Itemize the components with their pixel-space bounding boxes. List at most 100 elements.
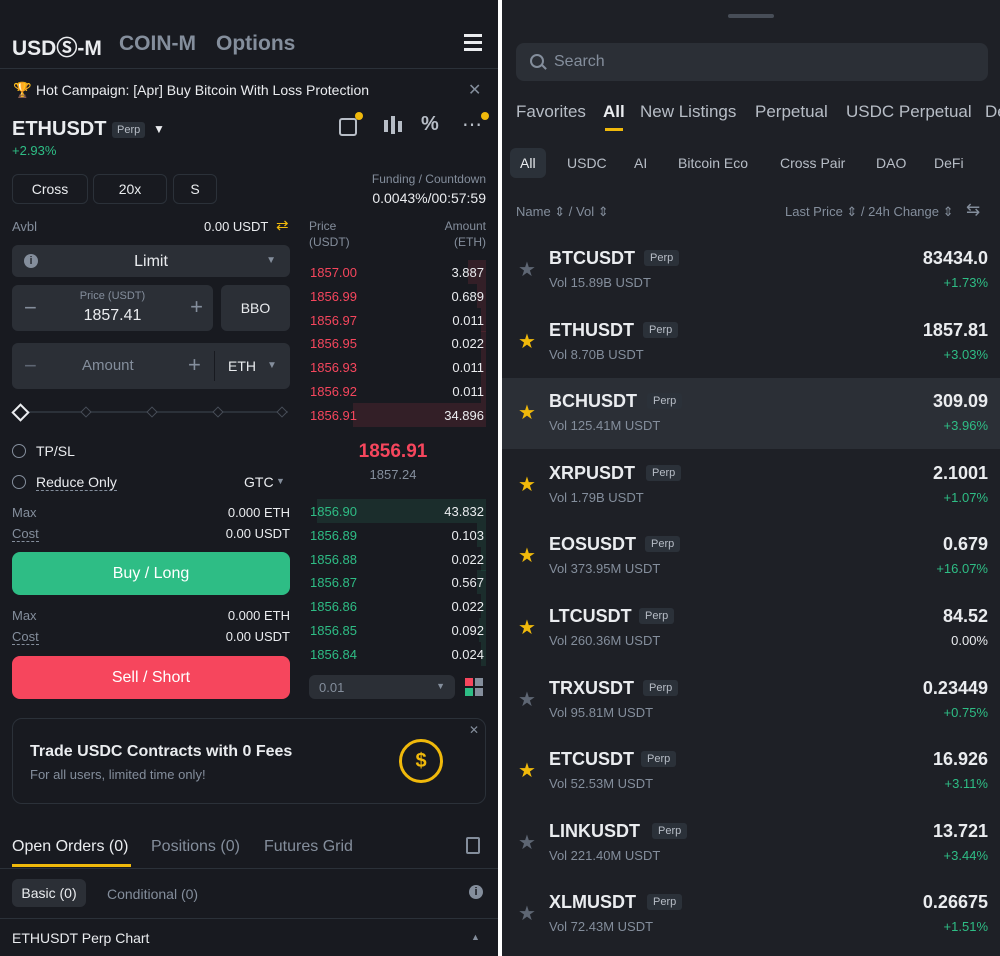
tab-perpetual[interactable]: Perpetual [755, 102, 828, 121]
close-icon[interactable]: ✕ [468, 82, 482, 99]
chip-cross-pair[interactable]: Cross Pair [780, 155, 846, 171]
favorite-star-icon[interactable]: ★ [518, 617, 536, 639]
swap-icon[interactable]: ⇆ [966, 200, 981, 219]
amount-slider[interactable] [11, 403, 290, 422]
chip-dao[interactable]: DAO [876, 155, 907, 171]
position-mode-button[interactable]: S [173, 174, 217, 204]
chevron-up-icon[interactable]: ▲ [471, 932, 480, 942]
tab-all[interactable]: All [603, 102, 625, 121]
bid-row[interactable]: 1856.85 0.092 [308, 618, 486, 642]
favorite-star-icon[interactable]: ★ [518, 760, 536, 783]
info-icon[interactable]: i [469, 885, 483, 899]
candlestick-icon[interactable] [381, 116, 403, 136]
tab-more[interactable]: De [985, 102, 1000, 121]
promo-banner[interactable]: Trade USDC Contracts with 0 Fees For all… [12, 718, 486, 804]
tab-positions[interactable]: Positions (0) [151, 838, 240, 855]
drag-handle[interactable] [728, 14, 774, 18]
favorite-star-icon[interactable]: ★ [518, 330, 536, 353]
sell-short-button[interactable]: Sell / Short [12, 656, 290, 699]
ask-row[interactable]: 1856.99 0.689 [308, 283, 486, 308]
precision-select[interactable]: 0.01 ▼ [309, 675, 455, 699]
ask-row[interactable]: 1856.92 0.011 [308, 379, 486, 403]
chip-bitcoin-eco[interactable]: Bitcoin Eco [678, 155, 749, 171]
bid-row[interactable]: 1856.90 43.832 [308, 499, 486, 523]
market-row[interactable]: ★ XRPUSDT Perp Vol 1.79B USDT 2.1001 +1.07% [502, 450, 1000, 521]
tab-usdc-perpetual[interactable]: USDC Perpetual [846, 102, 972, 121]
subtab-conditional[interactable]: Conditional (0) [107, 886, 199, 902]
market-row[interactable]: ★ BCHUSDT Perp Vol 125.41M USDT 309.09 +3.96% [502, 378, 1000, 450]
favorite-star-icon[interactable]: ★ [518, 259, 536, 281]
margin-mode-button[interactable]: Cross [12, 174, 88, 204]
bbo-button[interactable]: BBO [221, 285, 290, 331]
bid-row[interactable]: 1856.87 0.567 [308, 570, 486, 595]
tab-open-orders[interactable]: Open Orders (0) [12, 838, 129, 855]
search-input[interactable]: Search [516, 43, 988, 81]
sort-last-price[interactable]: Last Price ⇕ / 24h Change ⇕ [785, 204, 954, 219]
favorite-star-icon[interactable]: ★ [518, 688, 536, 711]
menu-icon[interactable] [464, 34, 482, 52]
chip-ai[interactable]: AI [634, 155, 648, 171]
order-history-icon[interactable] [466, 837, 480, 854]
percent-icon[interactable]: % [421, 113, 439, 135]
chip-usdc[interactable]: USDC [567, 155, 607, 171]
reduce-only-checkbox[interactable] [12, 475, 26, 489]
subtab-basic[interactable]: Basic (0) [12, 879, 86, 907]
market-row[interactable]: ★ TRXUSDT Perp Vol 95.81M USDT 0.23449 +0.75% [502, 665, 1000, 736]
order-type-select[interactable]: i Limit ▼ [12, 245, 290, 277]
ask-row[interactable]: 1857.00 3.887 [308, 260, 486, 284]
tpsl-checkbox[interactable] [12, 444, 26, 458]
tab-favorites[interactable]: Favorites [516, 102, 586, 121]
chart-toggle-label[interactable]: ETHUSDT Perp Chart [12, 930, 150, 946]
favorite-star-icon[interactable]: ★ [518, 831, 536, 854]
tab-coin-m[interactable]: COIN-M [119, 32, 196, 55]
market-row[interactable]: ★ EOSUSDT Perp Vol 373.95M USDT 0.679 +16.07% [502, 521, 1000, 592]
transfer-icon[interactable]: ⇄ [276, 217, 289, 234]
favorite-star-icon[interactable]: ★ [518, 402, 536, 425]
price-input[interactable]: − Price (USDT) 1857.41 + [12, 285, 213, 331]
market-row[interactable]: ★ LINKUSDT Perp Vol 221.40M USDT 13.721 +3.44… [502, 808, 1000, 879]
tab-futures-grid[interactable]: Futures Grid [264, 838, 353, 855]
minus-icon[interactable]: − [24, 295, 37, 320]
plus-icon[interactable]: + [190, 294, 203, 319]
favorite-star-icon[interactable]: ★ [518, 545, 536, 568]
sort-name[interactable]: Name ⇕ / Vol ⇕ [516, 204, 609, 219]
ask-row[interactable]: 1856.91 34.896 [308, 402, 486, 427]
time-in-force-select[interactable]: GTC [244, 474, 274, 490]
bid-row[interactable]: 1856.86 0.022 [308, 594, 486, 619]
tab-usds-m[interactable]: USDⓈ-M [12, 37, 102, 60]
calculator-icon[interactable] [339, 118, 357, 136]
ask-row[interactable]: 1856.97 0.011 [308, 307, 486, 332]
reduce-only-label[interactable]: Reduce Only [36, 474, 117, 491]
market-row[interactable]: ★ ETCUSDT Perp Vol 52.53M USDT 16.926 +3.11% [502, 736, 1000, 807]
chevron-down-icon[interactable]: ▼ [153, 122, 165, 136]
tpsl-label[interactable]: TP/SL [36, 443, 75, 459]
close-icon[interactable]: ✕ [468, 723, 479, 737]
tab-new-listings[interactable]: New Listings [640, 102, 737, 121]
leverage-button[interactable]: 20x [93, 174, 167, 204]
amount-unit[interactable]: ETH [228, 358, 256, 374]
plus-icon[interactable]: + [188, 352, 201, 377]
amount-input[interactable]: − Amount + ETH ▼ [12, 343, 290, 389]
minus-icon[interactable]: − [24, 353, 37, 378]
chip-defi[interactable]: DeFi [934, 155, 964, 171]
ask-row[interactable]: 1856.93 0.011 [308, 355, 486, 380]
ask-row[interactable]: 1856.95 0.022 [308, 331, 486, 356]
orderbook-layout-icon[interactable] [465, 678, 483, 696]
tab-options[interactable]: Options [216, 32, 296, 55]
market-row[interactable]: ★ BTCUSDT Perp Vol 15.89B USDT 83434.0 +1.73% [502, 235, 1000, 306]
bid-row[interactable]: 1856.88 0.022 [308, 546, 486, 571]
market-row[interactable]: ★ LTCUSDT Perp Vol 260.36M USDT 84.52 0.00% [502, 593, 1000, 664]
more-icon[interactable]: ⋯ [462, 114, 482, 136]
last-price[interactable]: 1856.91 [358, 441, 428, 462]
bid-row[interactable]: 1856.89 0.103 [308, 522, 486, 547]
chip-all[interactable]: All [510, 148, 546, 178]
buy-long-button[interactable]: Buy / Long [12, 552, 290, 595]
campaign-text[interactable]: Hot Campaign: [Apr] Buy Bitcoin With Los… [36, 82, 370, 98]
slider-handle[interactable] [11, 403, 30, 422]
bid-row[interactable]: 1856.84 0.024 [308, 641, 486, 666]
market-row[interactable]: ★ XLMUSDT Perp Vol 72.43M USDT 0.26675 +1.51% [502, 879, 1000, 950]
market-row[interactable]: ★ ETHUSDT Perp Vol 8.70B USDT 1857.81 +3.03% [502, 307, 1000, 378]
favorite-star-icon[interactable]: ★ [518, 473, 536, 496]
symbol-name[interactable]: ETHUSDT [12, 118, 107, 140]
favorite-star-icon[interactable]: ★ [518, 903, 536, 926]
